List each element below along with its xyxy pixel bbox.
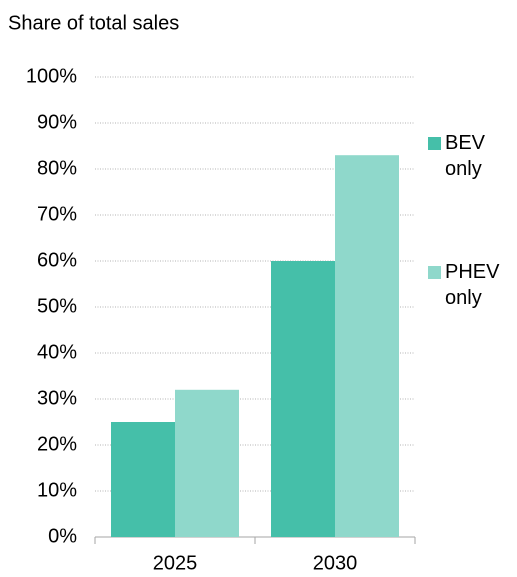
y-tick-label: 20% bbox=[37, 433, 77, 455]
legend-label: BEV only bbox=[445, 132, 486, 180]
y-tick-label: 90% bbox=[37, 111, 77, 133]
y-tick-label: 50% bbox=[37, 295, 77, 317]
y-tick-label: 10% bbox=[37, 479, 77, 501]
y-tick-label: 40% bbox=[37, 341, 77, 363]
bar bbox=[111, 422, 175, 537]
y-tick-label: 100% bbox=[26, 65, 77, 87]
y-axis-label: Share of total sales bbox=[8, 12, 179, 34]
x-tick-label: 2030 bbox=[313, 552, 358, 574]
legend-item: BEV only bbox=[428, 130, 508, 182]
x-tick-label: 2025 bbox=[153, 552, 198, 574]
y-tick-label: 0% bbox=[48, 525, 77, 547]
y-tick-label: 60% bbox=[37, 249, 77, 271]
bar bbox=[271, 261, 335, 537]
legend-swatch bbox=[428, 137, 441, 150]
bar bbox=[335, 155, 399, 537]
legend-swatch bbox=[428, 266, 441, 279]
y-tick-label: 30% bbox=[37, 387, 77, 409]
bar bbox=[175, 389, 239, 537]
y-tick-label: 70% bbox=[37, 203, 77, 225]
legend-label: PHEV only bbox=[445, 261, 500, 309]
legend-item: PHEV only bbox=[428, 259, 508, 311]
y-tick-label: 80% bbox=[37, 157, 77, 179]
